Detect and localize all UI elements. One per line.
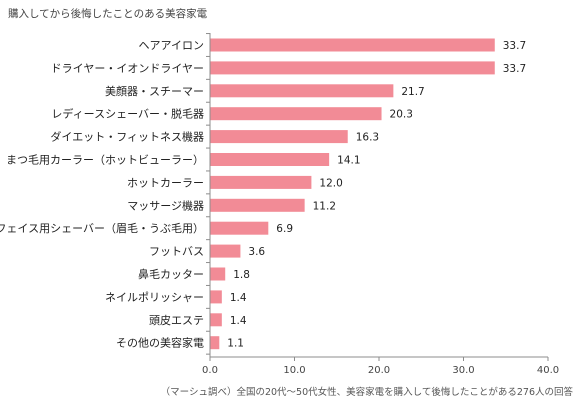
category-label: 頭皮エステ xyxy=(149,314,204,327)
bar xyxy=(210,221,269,235)
bar xyxy=(210,38,495,52)
data-label: 11.2 xyxy=(313,200,336,212)
category-label: 美顔器・スチーマー xyxy=(105,84,204,98)
chart-title: 購入してから後悔したことのある美容家電 xyxy=(8,8,208,20)
data-label: 21.7 xyxy=(401,86,424,98)
category-label: マッサージ機器 xyxy=(127,198,204,212)
bar xyxy=(210,198,305,212)
x-axis: 0.0 10.0 20.0 30.0 40.0 xyxy=(202,33,559,376)
data-label: 1.4 xyxy=(230,315,247,327)
x-tick-label: 10.0 xyxy=(283,365,305,376)
category-label: ネイルポリッシャー xyxy=(105,291,204,304)
data-label: 3.6 xyxy=(248,246,265,258)
data-label: 33.7 xyxy=(503,63,526,75)
category-label: その他の美容家電 xyxy=(116,336,204,350)
data-label: 6.9 xyxy=(276,223,293,235)
bar xyxy=(210,153,330,166)
data-label: 33.7 xyxy=(503,40,526,52)
category-label: ヘアアイロン xyxy=(139,39,204,52)
bars-layer xyxy=(210,38,495,350)
category-label: フェイス用シェーバー（眉毛・うぶ毛用） xyxy=(0,222,204,235)
x-tick-label: 0.0 xyxy=(202,365,218,376)
data-label: 14.1 xyxy=(337,155,360,167)
bar xyxy=(210,107,382,121)
data-label: 16.3 xyxy=(356,132,379,144)
category-label: まつ毛用カーラー（ホットビューラー） xyxy=(6,154,204,167)
data-label: 1.1 xyxy=(227,338,244,350)
category-label: フットバス xyxy=(149,245,204,258)
bar xyxy=(210,61,495,75)
bar xyxy=(210,267,226,281)
data-label: 1.4 xyxy=(230,292,247,304)
bar xyxy=(210,84,394,98)
category-label: ホットカーラー xyxy=(127,176,204,189)
bar xyxy=(210,290,222,304)
category-label: ダイエット・フィットネス機器 xyxy=(50,130,204,144)
bar xyxy=(210,336,220,350)
data-label: 20.3 xyxy=(390,109,413,121)
x-tick-label: 40.0 xyxy=(537,365,559,376)
x-tick-label: 30.0 xyxy=(452,365,474,376)
x-tick-label: 20.0 xyxy=(368,365,390,376)
labels-layer: ヘアアイロン 33.7 ドライヤー・イオンドライヤー 33.7 美顔器・スチーマー 21.… xyxy=(0,39,526,350)
category-label: レディースシェーバー・脱毛器 xyxy=(51,107,204,121)
data-label: 1.8 xyxy=(233,269,250,281)
bar xyxy=(210,130,348,144)
bar xyxy=(210,244,241,258)
chart-source-note: （マーシュ調べ）全国の20代～50代女性、美容家電を購入して後悔したことがある2… xyxy=(160,387,573,398)
bar xyxy=(210,313,222,327)
category-label: 鼻毛カッター xyxy=(138,267,204,281)
bar xyxy=(210,175,312,189)
category-label: ドライヤー・イオンドライヤー xyxy=(51,62,204,75)
data-label: 12.0 xyxy=(319,177,342,189)
